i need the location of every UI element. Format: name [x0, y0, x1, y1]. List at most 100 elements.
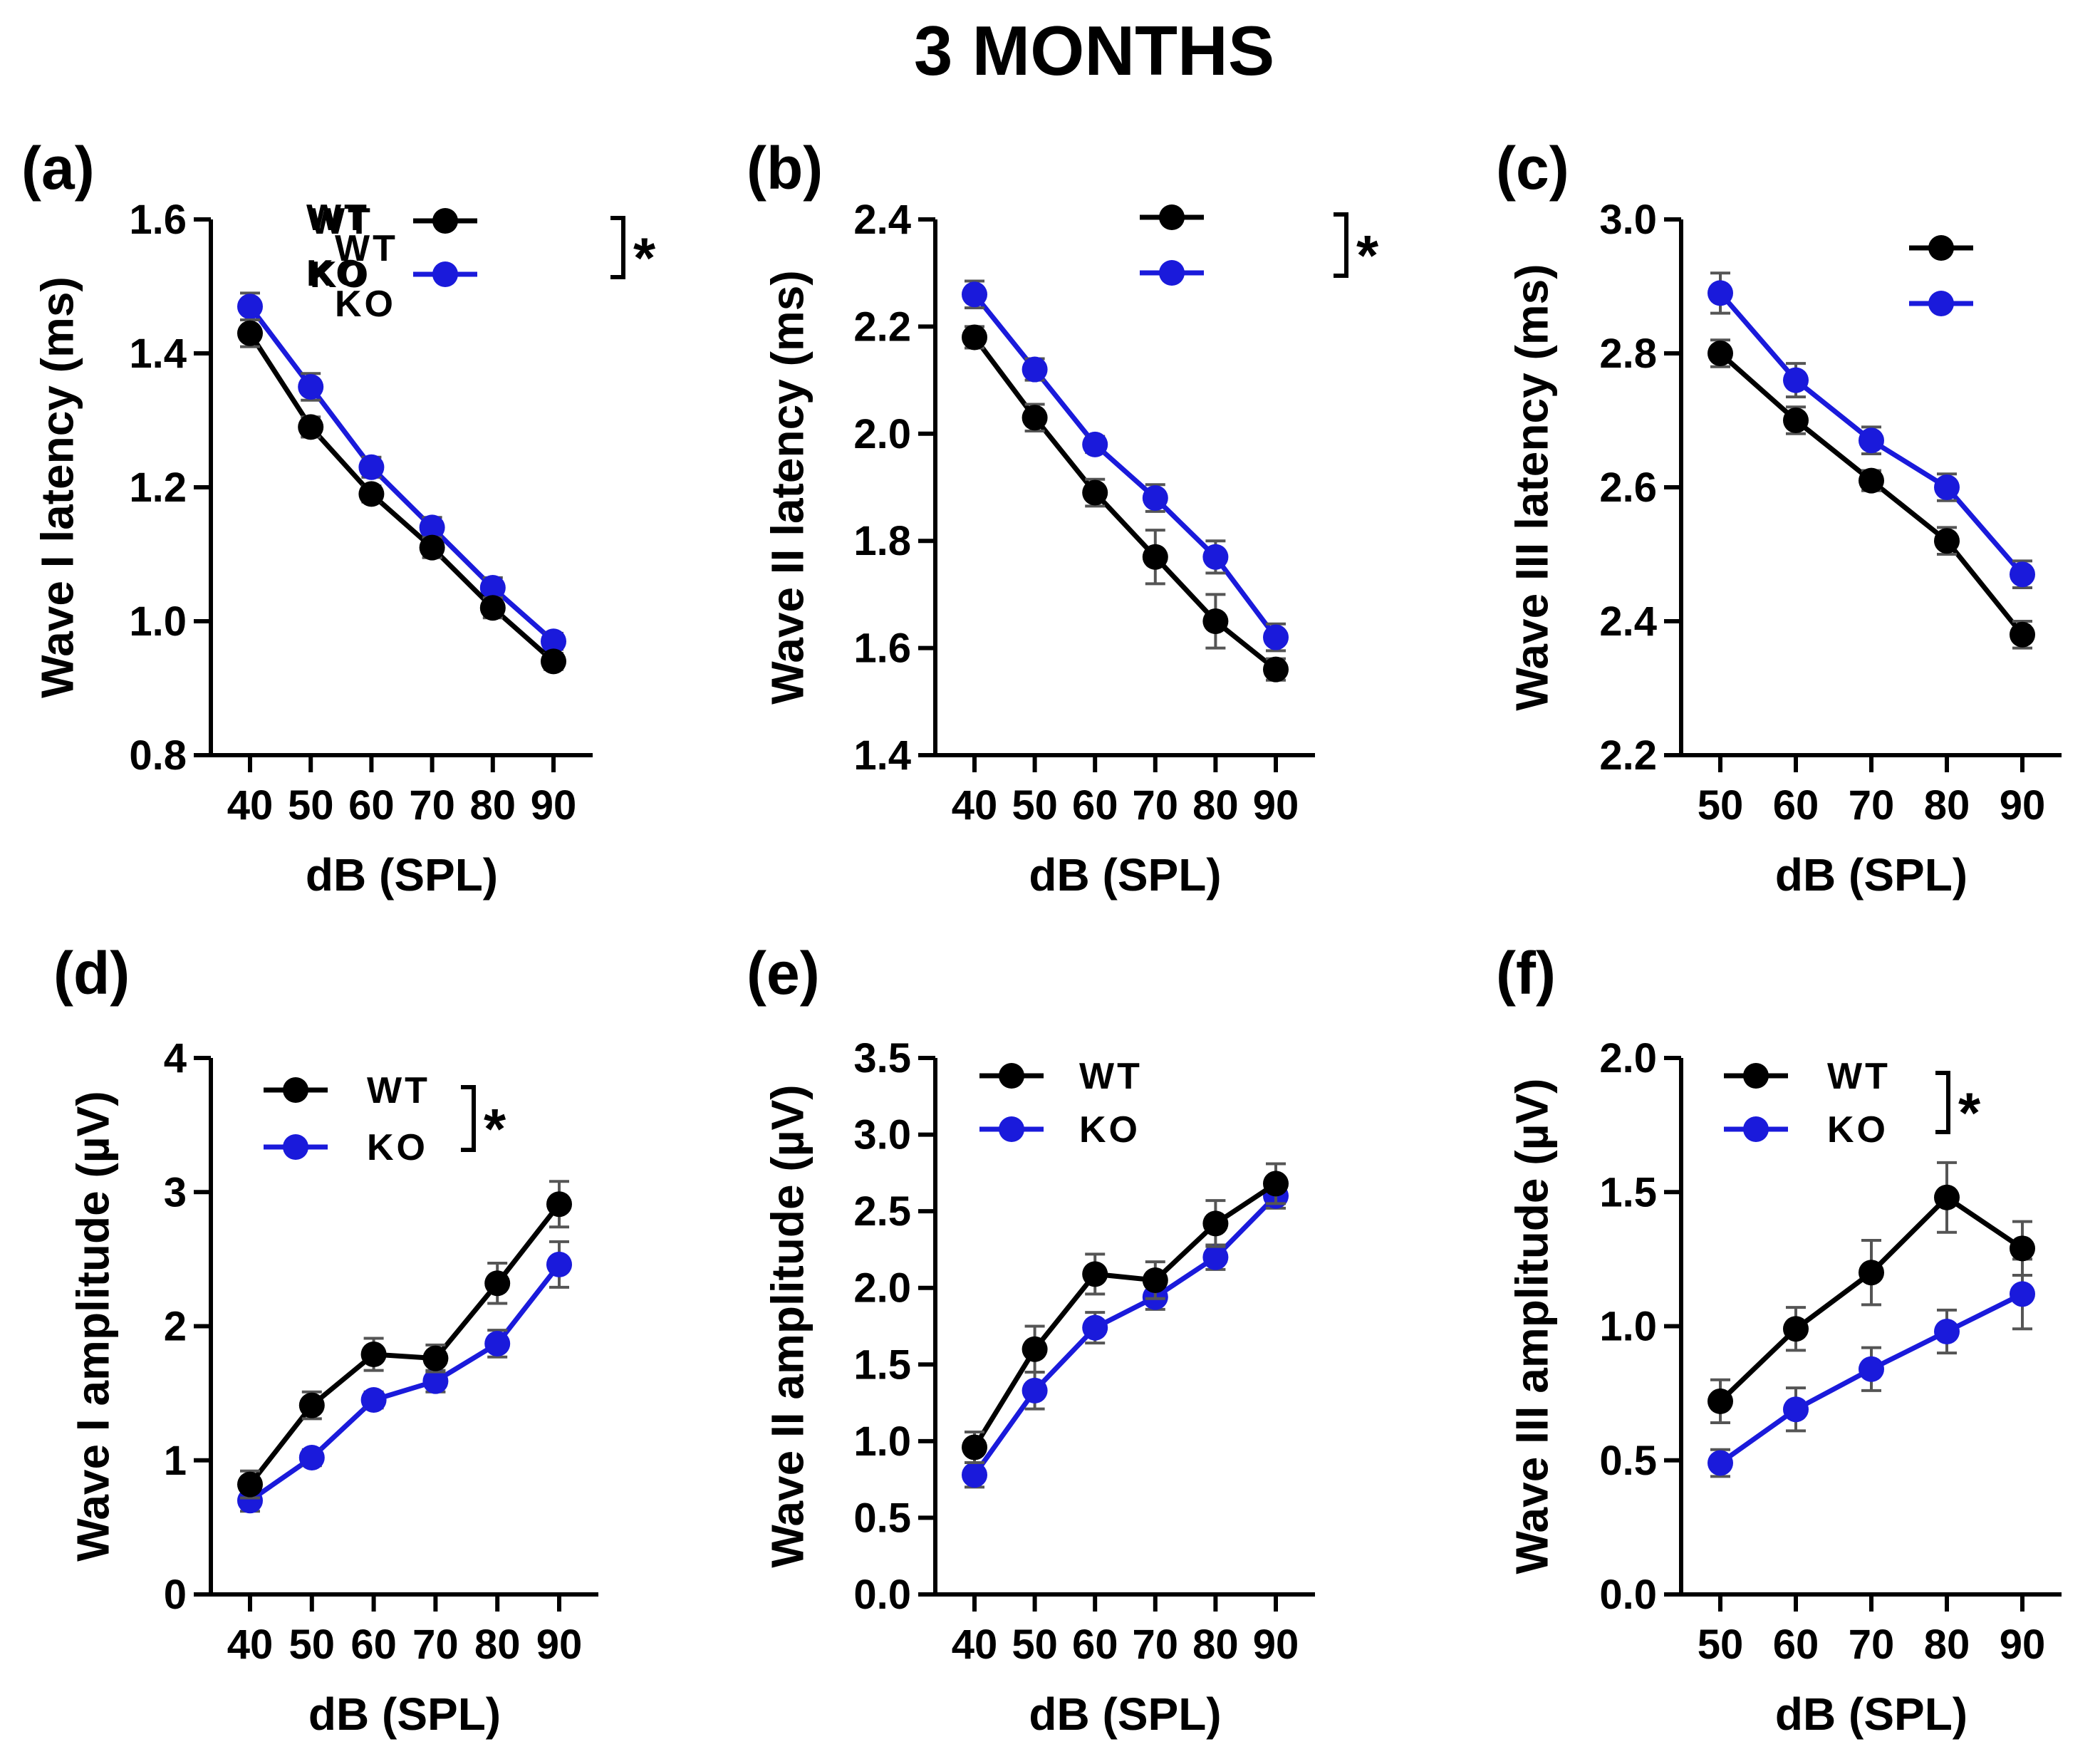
x-tick-label: 60 [1773, 1622, 1819, 1668]
chart-panel-a: (a) 0.8 1.0 1.2 1.4 1.6 40 50 60 70 80 90 dB (SPL) Wa… [21, 135, 656, 901]
x-tick-label: 40 [227, 782, 274, 829]
legend-marker-ko [283, 1134, 308, 1160]
data-point-wt [1707, 341, 1733, 366]
data-point-ko [1934, 1319, 1960, 1345]
legend-label-wt: WT [367, 1070, 430, 1111]
data-point-wt [1934, 1184, 1960, 1210]
data-point-wt [1022, 1336, 1048, 1362]
data-point-ko [1783, 367, 1809, 393]
data-point-ko [360, 1387, 387, 1413]
series-line-wt [248, 331, 556, 664]
data-point-wt [298, 414, 324, 440]
legend-label-ko: KO [306, 253, 368, 294]
data-point-wt [479, 595, 506, 621]
data-point-ko [1783, 1396, 1809, 1423]
y-axis-label: Wave III amplitude (µV) [1506, 1079, 1557, 1574]
x-tick-label: 90 [1253, 782, 1299, 829]
y-axis-label: Wave III latency (ms) [1506, 264, 1557, 710]
x-tick-label: 40 [952, 782, 998, 829]
legend-marker-wt [1928, 235, 1954, 261]
series-wt [1707, 338, 2035, 650]
legend: WT KO [979, 1056, 1143, 1151]
y-tick-label: 3.0 [853, 1112, 911, 1158]
x-tick-label: 80 [1924, 782, 1970, 829]
legend-marker-ko [999, 1116, 1024, 1142]
x-tick-label: 50 [289, 1622, 336, 1668]
data-point-ko [479, 575, 506, 601]
data-point-ko [298, 374, 324, 400]
significance-bracket [461, 1085, 476, 1152]
data-point-ko [1934, 474, 1960, 500]
legend-marker-wt [283, 1077, 308, 1103]
x-axis-label: dB (SPL) [1775, 1688, 1968, 1740]
data-point-wt [1202, 1210, 1229, 1237]
y-tick-label: 1.0 [853, 1418, 911, 1465]
data-point-ko [1082, 1314, 1108, 1341]
data-point-ko [237, 294, 263, 320]
series-line-wt [248, 1203, 561, 1486]
legend-label-wt: WT [1079, 1056, 1143, 1097]
y-tick-label: 1.5 [853, 1342, 911, 1388]
data-point-ko [546, 1251, 572, 1277]
data-point-ko [1202, 544, 1229, 570]
data-point-ko [962, 1462, 987, 1488]
y-axis-label: Wave I amplitude (µV) [67, 1091, 118, 1561]
series-ko [962, 279, 1289, 653]
data-point-wt [962, 1434, 987, 1460]
data-point-wt [1263, 656, 1289, 683]
significance-bracket [610, 216, 625, 279]
x-tick-label: 70 [1849, 782, 1895, 829]
series-ko [237, 1240, 572, 1514]
data-point-ko [1707, 1450, 1733, 1476]
data-point-wt [546, 1191, 572, 1218]
series-line-wt [972, 336, 1278, 672]
y-tick-label: 1.4 [129, 331, 187, 377]
chart-panel-f: (f) 0.0 0.5 1.0 1.5 2.0 50 60 70 80 90 dB (SPL) Wave… [1496, 940, 2062, 1740]
data-point-wt [419, 534, 445, 561]
legend: WT KO [335, 228, 1973, 325]
data-point-ko [484, 1330, 511, 1356]
data-point-wt [360, 1342, 387, 1368]
data-point-wt [1142, 544, 1168, 570]
x-tick-label: 60 [1773, 782, 1819, 829]
data-point-ko [1022, 1377, 1048, 1403]
data-point-wt [484, 1270, 511, 1297]
series-wt [237, 1180, 572, 1500]
y-tick-label: 0.8 [129, 732, 187, 779]
series-ko [237, 291, 566, 655]
data-point-ko [541, 628, 566, 655]
data-point-wt [2010, 1235, 2035, 1262]
y-tick-label: 1.2 [129, 465, 187, 511]
x-tick-label: 60 [348, 782, 395, 829]
legend-marker-ko [1928, 291, 1954, 316]
y-tick-label: 4 [164, 1035, 187, 1081]
chart-panel-e: (e) 0.0 0.5 1.0 1.5 2.0 2.5 3.0 3.5 40 50 60 70 80 90 d… [747, 940, 1315, 1740]
y-tick-label: 2.5 [853, 1188, 911, 1235]
data-point-wt [2010, 621, 2035, 648]
series-ko [962, 1182, 1289, 1489]
y-tick-label: 2.0 [1599, 1035, 1657, 1081]
panel-label: (e) [747, 940, 820, 1007]
data-point-ko [1859, 1356, 1884, 1382]
x-tick-label: 90 [536, 1622, 583, 1668]
x-axis-label: dB (SPL) [306, 849, 498, 901]
data-point-wt [1783, 408, 1809, 433]
x-tick-label: 90 [1253, 1622, 1299, 1668]
data-point-wt [422, 1345, 449, 1371]
data-point-wt [1707, 1388, 1733, 1414]
legend-label-wt: WT [306, 197, 370, 239]
x-axis-label: dB (SPL) [1029, 1688, 1221, 1740]
significance-marker: * [1958, 1081, 1981, 1145]
y-tick-label: 2.0 [853, 411, 911, 457]
panel-label: (f) [1496, 940, 1556, 1007]
y-tick-label: 0.0 [1599, 1572, 1657, 1618]
x-tick-label: 80 [1192, 782, 1239, 829]
x-tick-label: 80 [470, 782, 516, 829]
x-tick-label: 80 [1192, 1622, 1239, 1668]
legend-marker-ko [1159, 260, 1185, 286]
data-point-wt [1082, 479, 1108, 506]
data-point-ko [419, 514, 445, 541]
